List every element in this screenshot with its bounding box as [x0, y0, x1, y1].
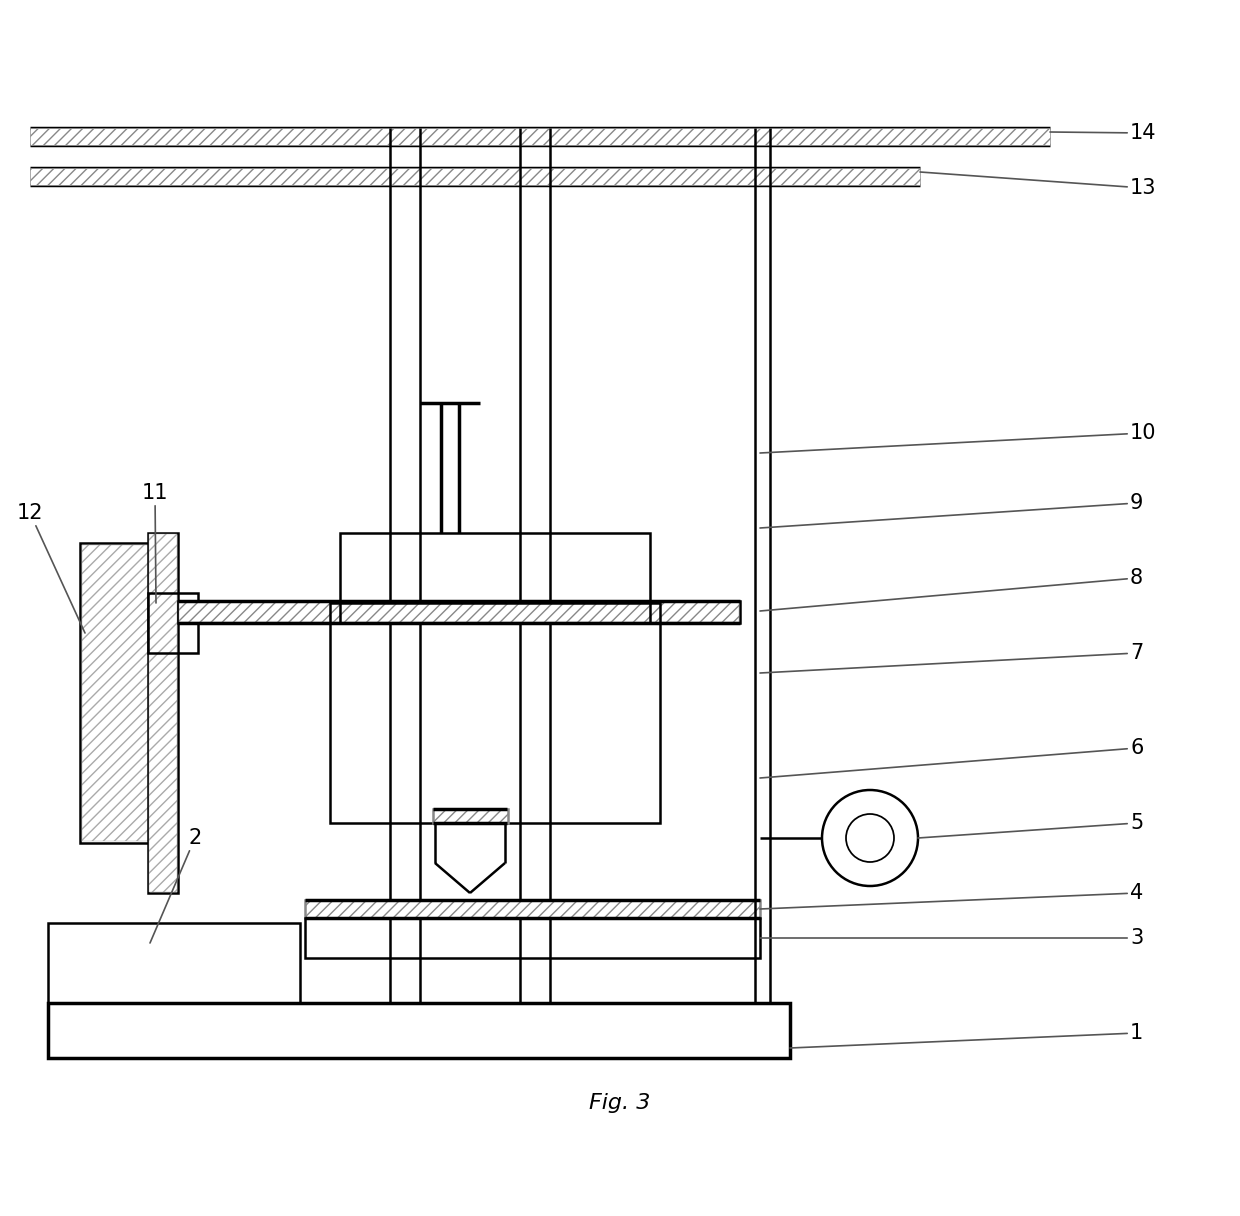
Bar — [148, 593, 198, 653]
Text: Fig. 3: Fig. 3 — [589, 1093, 651, 1113]
Bar — [305, 918, 760, 958]
Text: 5: 5 — [918, 814, 1143, 838]
Bar — [149, 534, 177, 893]
Bar — [30, 128, 1050, 145]
Bar — [82, 545, 174, 841]
Text: 2: 2 — [150, 828, 202, 942]
Bar — [305, 900, 760, 918]
Bar — [148, 533, 179, 893]
Text: 4: 4 — [760, 883, 1143, 910]
Text: 10: 10 — [760, 423, 1157, 454]
Bar — [48, 1003, 790, 1058]
Bar — [81, 544, 175, 843]
Bar — [330, 603, 660, 823]
Text: 7: 7 — [760, 643, 1143, 672]
Text: 11: 11 — [141, 483, 169, 603]
Bar — [433, 809, 508, 823]
Text: 1: 1 — [790, 1023, 1143, 1048]
Text: 8: 8 — [760, 568, 1143, 610]
Text: 3: 3 — [760, 928, 1143, 948]
Text: 14: 14 — [1050, 123, 1157, 143]
Bar — [48, 923, 300, 1003]
Text: 6: 6 — [760, 738, 1143, 778]
Bar — [340, 533, 650, 623]
Text: 13: 13 — [920, 171, 1157, 198]
Text: 12: 12 — [17, 503, 86, 634]
Bar — [179, 601, 740, 623]
Bar — [30, 168, 920, 185]
Text: 9: 9 — [760, 492, 1143, 528]
Bar — [179, 602, 739, 623]
